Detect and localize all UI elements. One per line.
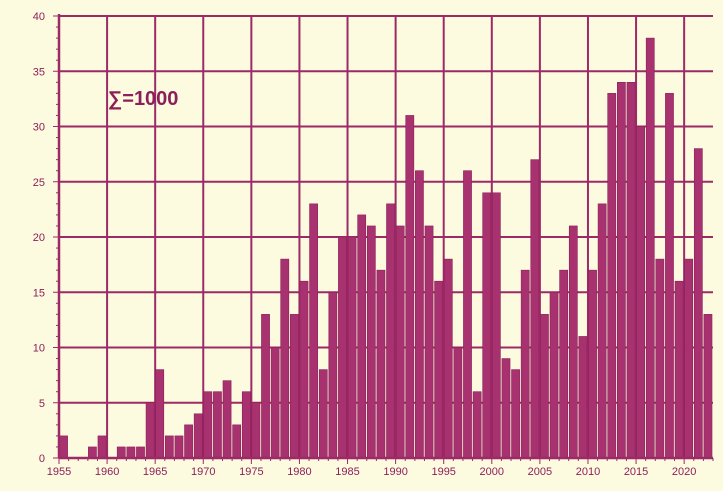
bar-1969 — [193, 413, 203, 459]
bar-1975 — [251, 402, 261, 459]
y-tick-label: 30 — [33, 122, 45, 134]
x-tick-label: 2010 — [576, 466, 600, 478]
x-tick-label: 2020 — [672, 466, 696, 478]
bar-2015 — [636, 126, 645, 459]
bar-2020 — [684, 258, 694, 459]
y-tick-label: 25 — [33, 177, 45, 189]
bar-1987 — [366, 225, 376, 459]
bar-1982 — [318, 369, 328, 459]
bar-1983 — [328, 291, 338, 459]
bar-2005 — [540, 314, 549, 459]
bar-2007 — [559, 269, 569, 459]
bar-1973 — [232, 424, 242, 459]
x-tick-label: 1955 — [47, 466, 71, 478]
bar-2011 — [597, 203, 607, 459]
bar-1979 — [290, 314, 299, 459]
bar-2014 — [626, 82, 636, 459]
x-tick-label: 2015 — [624, 466, 648, 478]
bar-1980 — [299, 280, 309, 459]
bar-1994 — [434, 280, 444, 459]
sum-annotation: ∑=1000 — [108, 88, 178, 110]
axis-layer — [53, 14, 714, 464]
bar-1966 — [164, 435, 174, 459]
y-tick-label: 5 — [39, 398, 45, 410]
bar-2004 — [530, 159, 540, 459]
bar-1962 — [126, 446, 136, 459]
bar-2000 — [491, 192, 501, 459]
bar-1967 — [174, 435, 184, 459]
y-tick-label: 40 — [33, 11, 45, 23]
bar-1978 — [280, 258, 290, 459]
bar-2017 — [655, 258, 665, 459]
x-tick-label: 1970 — [191, 466, 215, 478]
x-tick-label: 1980 — [287, 466, 311, 478]
bar-1986 — [357, 214, 367, 459]
x-tick-label: 1960 — [95, 466, 119, 478]
bar-1974 — [241, 391, 251, 459]
bar-2009 — [578, 336, 588, 459]
y-tick-label: 35 — [33, 66, 45, 78]
bar-1985 — [347, 236, 357, 459]
bar-2018 — [665, 93, 674, 459]
bar-2016 — [645, 37, 655, 459]
x-tick-label: 1965 — [143, 466, 167, 478]
bar-2002 — [511, 369, 520, 459]
bar-1959 — [97, 435, 107, 459]
bar-1981 — [309, 203, 318, 459]
x-tick-label: 2005 — [528, 466, 552, 478]
y-tick-label: 15 — [33, 287, 45, 299]
bar-1995 — [443, 258, 453, 459]
bar-1990 — [395, 225, 405, 459]
bar-2019 — [674, 280, 684, 459]
bar-2010 — [588, 269, 597, 459]
bar-1984 — [338, 236, 347, 459]
bar-1997 — [463, 170, 472, 459]
bar-1970 — [203, 391, 213, 459]
bar-1958 — [88, 446, 97, 459]
y-tick-label: 20 — [33, 232, 45, 244]
label-layer: 0 5 10 15 20 25 30 35 40 1955 1960 1965 1970 1975 1980… — [33, 11, 697, 478]
bar-1988 — [376, 269, 386, 459]
bar-1996 — [453, 347, 463, 459]
bar-1972 — [222, 380, 232, 459]
y-tick-label: 10 — [33, 343, 45, 355]
bar-2012 — [607, 93, 617, 459]
bar-1993 — [424, 225, 434, 459]
bar-1992 — [415, 170, 424, 459]
bar-1991 — [405, 115, 415, 459]
bar-2021 — [693, 148, 703, 459]
bar-1999 — [482, 192, 492, 459]
bar-2013 — [617, 82, 626, 459]
bar-2022 — [703, 314, 713, 459]
bar-1964 — [145, 402, 155, 459]
bar-2003 — [520, 269, 530, 459]
bar-1977 — [270, 347, 280, 459]
bar-1989 — [386, 203, 395, 459]
x-tick-label: 1990 — [383, 466, 407, 478]
x-tick-label: 1995 — [431, 466, 455, 478]
bar-1963 — [136, 446, 145, 459]
bar-2006 — [549, 291, 559, 459]
bar-1998 — [472, 391, 482, 459]
x-tick-label: 1975 — [239, 466, 263, 478]
y-tick-label: 0 — [39, 453, 45, 465]
grid-layer — [58, 15, 713, 459]
bar-2008 — [568, 225, 578, 459]
bar-1976 — [261, 314, 270, 459]
x-tick-label: 2000 — [480, 466, 504, 478]
bar-1955 — [59, 435, 68, 459]
x-tick-label: 1985 — [335, 466, 359, 478]
bar-1971 — [213, 391, 222, 459]
bar-2001 — [501, 358, 511, 459]
bar-1968 — [184, 424, 193, 459]
bar-1961 — [116, 446, 126, 459]
bar-1965 — [155, 369, 165, 459]
